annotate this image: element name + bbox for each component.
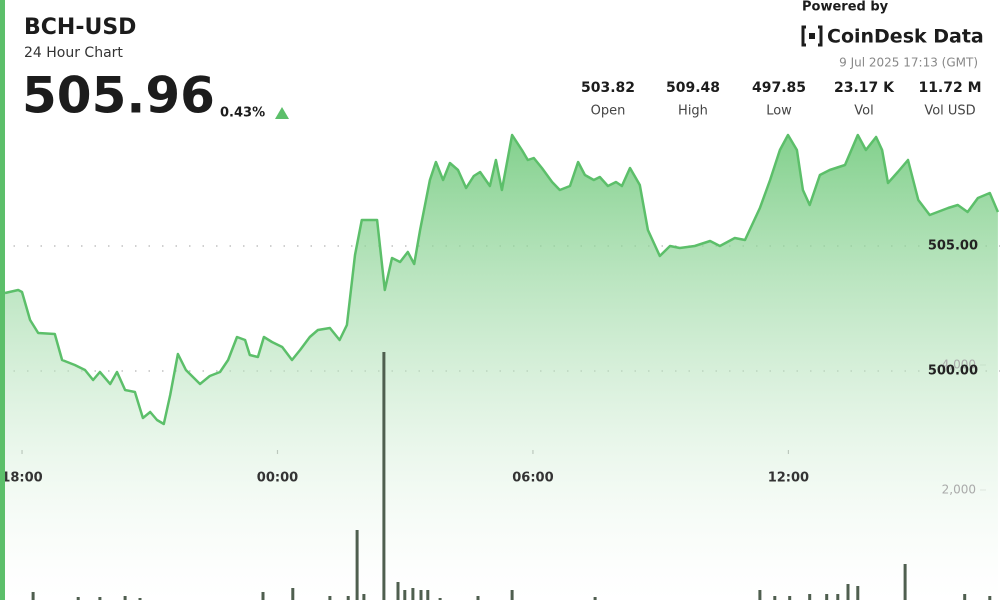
up-arrow (275, 107, 289, 119)
brand-logo (801, 25, 823, 47)
volume-bar (988, 596, 992, 600)
stat-label: Low (766, 104, 792, 119)
volume-bar (808, 594, 812, 600)
volume-bar (403, 590, 407, 600)
stat-value: 23.17 K (834, 80, 895, 96)
volume-bar (328, 596, 332, 600)
volume-bar (438, 598, 442, 600)
x-tick-label: 18:00 (1, 471, 42, 486)
volume-bar (355, 530, 359, 600)
current-price: 505.96 (22, 67, 215, 125)
x-tick-label: 12:00 (768, 471, 809, 486)
volume-bar (396, 582, 400, 600)
volume-bar (261, 592, 265, 600)
stat-label: High (678, 104, 708, 119)
y-tick-label: 505.00 (928, 239, 978, 254)
volume-bar (593, 597, 597, 600)
y-tick-label: 500.00 (928, 364, 978, 379)
title: BCH-USD (24, 15, 136, 40)
volume-bar (362, 594, 366, 600)
accent-bar (0, 0, 5, 600)
volume-bar (76, 597, 80, 600)
subtitle: 24 Hour Chart (24, 45, 123, 61)
volume-bar (788, 596, 792, 600)
volume-bar (291, 588, 295, 600)
stat-value: 11.72 M (918, 80, 981, 96)
timestamp: 9 Jul 2025 17:13 (GMT) (839, 56, 978, 70)
volume-bar (510, 590, 514, 600)
price-line (4, 133, 1000, 426)
volume-bar (825, 594, 829, 600)
volume-bar (758, 590, 762, 600)
stat-label: Open (591, 104, 626, 119)
stat-value: 503.82 (581, 80, 635, 96)
volume-bar (31, 592, 35, 600)
x-tick-label: 00:00 (257, 471, 298, 486)
volume-bar (903, 564, 907, 600)
volume-bar (836, 594, 840, 600)
volume-bar (476, 596, 480, 600)
volume-bar (138, 598, 142, 600)
volume-bar (773, 596, 777, 600)
volume-bar (382, 352, 386, 600)
volume-bar (856, 586, 860, 600)
brand-name: CoinDesk Data (827, 26, 984, 48)
powered-by: Powered by (802, 0, 889, 15)
stat-value: 509.48 (666, 80, 720, 96)
volume-bar (411, 588, 415, 600)
volume-bar (846, 584, 850, 600)
stat-label: Vol (854, 104, 873, 119)
stat-label: Vol USD (924, 104, 975, 119)
x-tick-label: 06:00 (512, 471, 553, 486)
volume-bar (346, 596, 350, 600)
y2-tick-label: 2,000 (942, 483, 976, 497)
volume-bar (123, 596, 127, 600)
volume-bar (426, 590, 430, 600)
header: BCH-USD 24 Hour Chart 505.96 0.43% Power… (22, 0, 984, 125)
stat-value: 497.85 (752, 80, 806, 96)
series-layer (4, 133, 1000, 600)
price-area (5, 135, 998, 600)
volume-bar (98, 597, 102, 600)
y2-tick-label: 4,000 (942, 358, 976, 372)
volume-bar (419, 590, 423, 600)
price-change: 0.43% (220, 106, 265, 121)
volume-bar (963, 594, 967, 600)
